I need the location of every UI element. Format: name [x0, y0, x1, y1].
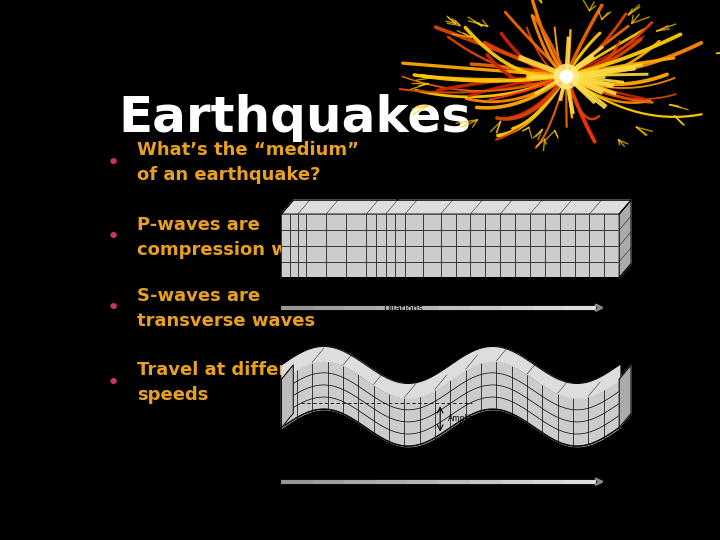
Polygon shape: [619, 365, 631, 428]
Text: S Wave: S Wave: [623, 472, 659, 482]
Polygon shape: [282, 365, 293, 428]
Text: Compressions: Compressions: [309, 180, 372, 188]
Point: [560, 71, 572, 80]
Polygon shape: [282, 200, 631, 214]
Polygon shape: [619, 200, 631, 278]
Text: •: •: [107, 373, 120, 393]
Text: S-waves are
transverse waves: S-waves are transverse waves: [138, 287, 315, 329]
Bar: [282, 214, 619, 278]
Text: •: •: [107, 227, 120, 247]
Text: Travel at different
speeds: Travel at different speeds: [138, 361, 321, 404]
Text: Undisturbed medium: Undisturbed medium: [534, 180, 623, 188]
Text: What’s the “medium”
of an earthquake?: What’s the “medium” of an earthquake?: [138, 141, 359, 184]
Text: Wavelength: Wavelength: [312, 445, 359, 454]
Text: P Wave: P Wave: [623, 299, 659, 308]
Point: [560, 71, 572, 80]
Text: Amplitude: Amplitude: [448, 414, 487, 423]
Text: Dilations: Dilations: [383, 303, 423, 313]
Text: P-waves are
compression waves: P-waves are compression waves: [138, 216, 335, 259]
Text: •: •: [107, 298, 120, 318]
Text: •: •: [107, 152, 120, 172]
Text: Earthquakes: Earthquakes: [118, 94, 471, 142]
